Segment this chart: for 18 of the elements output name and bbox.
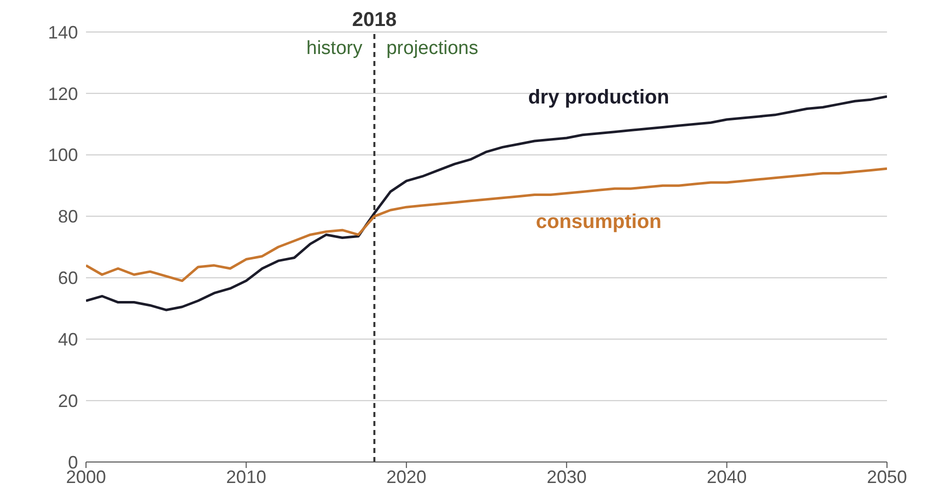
annotation: history	[306, 38, 363, 59]
line-series	[86, 167, 887, 282]
series-label: consumption	[536, 211, 662, 234]
y-tick-label: 140	[48, 22, 78, 42]
y-tick-label: 60	[58, 268, 78, 288]
annotation: projections	[386, 38, 478, 59]
x-tick-label: 2020	[386, 466, 426, 487]
x-tick-label: 2040	[706, 466, 747, 487]
series-label: dry production	[528, 86, 670, 108]
y-tick-label: 20	[58, 390, 78, 411]
x-tick-label: 2010	[226, 466, 266, 487]
y-tick-label: 100	[48, 145, 78, 166]
x-tick-label: 2050	[866, 466, 908, 487]
x-tick-label: 2030	[546, 466, 587, 487]
y-tick-label: 120	[48, 84, 78, 104]
ref-line-label: 2018	[352, 9, 397, 31]
y-tick-label: 40	[58, 330, 78, 350]
y-tick-label: 80	[58, 206, 78, 227]
